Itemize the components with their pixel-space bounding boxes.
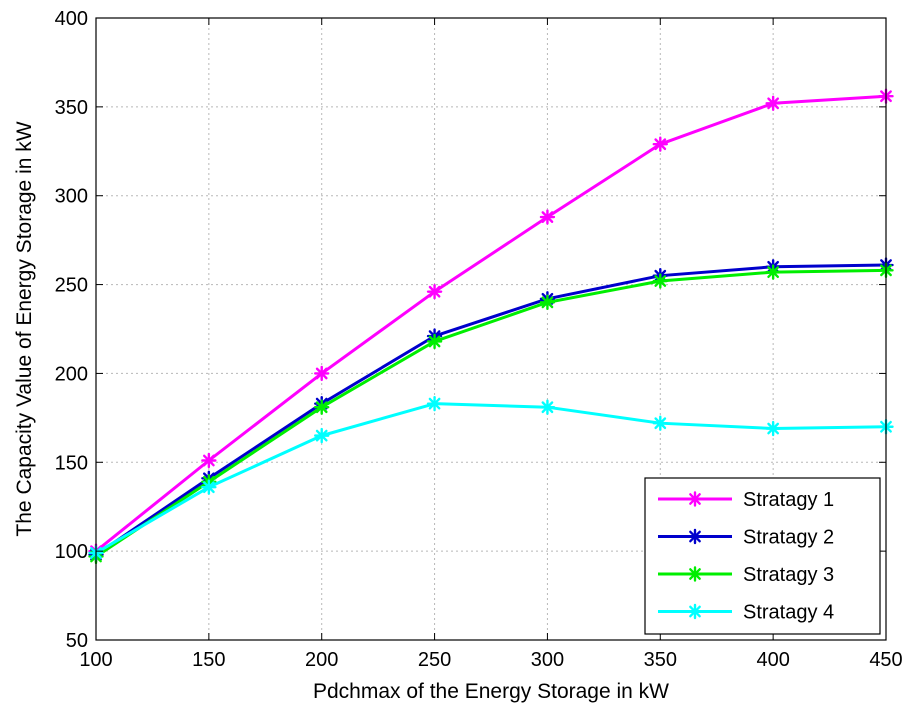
series-4 <box>88 395 894 561</box>
x-tick-label: 200 <box>305 649 338 671</box>
data-point <box>426 283 443 300</box>
y-axis-label: The Capacity Value of Energy Storage in … <box>13 121 36 536</box>
legend: Stratagy 1 Stratagy 2 Stratagy 3 Stratagy 4 <box>644 477 881 635</box>
series-line <box>95 268 887 558</box>
legend-label: Stratagy 2 <box>743 527 834 549</box>
legend-marker <box>687 491 703 507</box>
data-point <box>652 136 668 152</box>
data-point <box>201 479 217 495</box>
legend-item: Stratagy 3 <box>658 564 834 586</box>
y-tick-label: 200 <box>55 363 88 385</box>
series-line <box>95 94 887 553</box>
legend-label: Stratagy 1 <box>743 489 834 511</box>
data-point <box>314 427 330 444</box>
data-point <box>539 399 556 415</box>
y-tick-label: 150 <box>55 452 88 474</box>
legend-label: Stratagy 4 <box>743 602 834 624</box>
data-point <box>201 452 217 469</box>
legend-item: Stratagy 4 <box>658 602 834 624</box>
data-point <box>314 399 330 415</box>
x-tick-label: 100 <box>79 649 112 671</box>
data-point <box>426 333 443 350</box>
legend-marker <box>687 566 703 582</box>
legend-marker <box>687 603 703 620</box>
data-point <box>652 415 668 431</box>
legend-item: Stratagy 2 <box>658 527 834 549</box>
series-line <box>95 263 887 556</box>
axis-ticks: 100 150 200 250 300 350 400 4505010015020025030… <box>55 8 903 671</box>
y-tick-label: 400 <box>55 8 88 30</box>
y-tick-label: 100 <box>55 541 88 563</box>
legend-box <box>644 477 881 635</box>
series-layer <box>88 88 894 565</box>
data-point <box>426 395 443 412</box>
legend-label: Stratagy 3 <box>743 564 834 586</box>
legend-marker <box>687 528 703 545</box>
x-tick-label: 300 <box>531 649 564 671</box>
data-point <box>765 420 781 437</box>
x-tick-label: 400 <box>756 649 789 671</box>
y-tick-label: 300 <box>55 186 88 208</box>
y-tick-label: 50 <box>66 630 88 652</box>
x-tick-label: 250 <box>418 649 451 671</box>
data-point <box>539 294 556 311</box>
data-point <box>314 365 330 382</box>
x-tick-label: 450 <box>869 649 902 671</box>
data-point <box>765 264 781 280</box>
y-tick-label: 350 <box>55 97 88 119</box>
x-tick-label: 350 <box>644 649 677 671</box>
legend-item: Stratagy 1 <box>658 489 834 511</box>
data-point <box>765 95 781 112</box>
series-line <box>95 402 887 555</box>
plot-area-frame <box>95 17 887 641</box>
data-point <box>539 209 556 225</box>
x-tick-label: 150 <box>192 649 225 671</box>
y-tick-label: 250 <box>55 275 88 297</box>
series-1 <box>88 88 894 559</box>
data-point <box>652 273 668 289</box>
x-axis-label: Pdchmax of the Energy Storage in kW <box>313 680 669 703</box>
